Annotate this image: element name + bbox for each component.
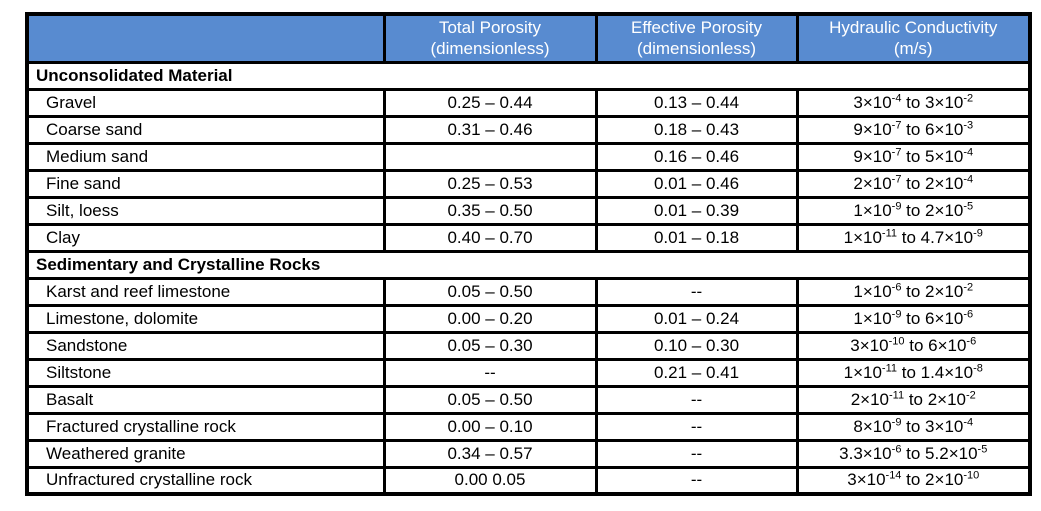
hydraulic-conductivity-value: 1×10-6 to 2×10-2 xyxy=(795,276,1032,307)
hydraulic-conductivity-value: 1×10-9 to 2×10-5 xyxy=(795,195,1032,226)
effective-porosity-value: 0.01 – 0.24 xyxy=(594,303,799,334)
material-name: Weathered granite xyxy=(25,438,386,469)
effective-porosity-value: 0.01 – 0.46 xyxy=(594,168,799,199)
material-name: Karst and reef limestone xyxy=(25,276,386,307)
material-name: Medium sand xyxy=(25,141,386,172)
material-name: Basalt xyxy=(25,384,386,415)
column-header-hydraulic-conductivity: Hydraulic Conductivity (m/s) xyxy=(795,12,1032,64)
total-porosity-value: 0.05 – 0.50 xyxy=(382,384,598,415)
section-title: Sedimentary and Crystalline Rocks xyxy=(25,249,1032,280)
section-header-sedimentary-crystalline-rocks: Sedimentary and Crystalline Rocks xyxy=(25,249,1032,280)
table-row-gravel: Gravel 0.25 – 0.44 0.13 – 0.44 3×10-4 to… xyxy=(25,87,1032,118)
effective-porosity-value: 0.01 – 0.39 xyxy=(594,195,799,226)
hydraulic-conductivity-value: 3×10-4 to 3×10-2 xyxy=(795,87,1032,118)
porosity-conductivity-table: Total Porosity (dimensionless) Effective… xyxy=(25,12,1032,496)
table-row-clay: Clay 0.40 – 0.70 0.01 – 0.18 1×10-11 to … xyxy=(25,222,1032,253)
table-row-weathered-granite: Weathered granite 0.34 – 0.57 -- 3.3×10-… xyxy=(25,438,1032,469)
porosity-conductivity-table-container: Total Porosity (dimensionless) Effective… xyxy=(25,12,1032,496)
table-row-coarse-sand: Coarse sand 0.31 – 0.46 0.18 – 0.43 9×10… xyxy=(25,114,1032,145)
effective-porosity-value: -- xyxy=(594,438,799,469)
effective-porosity-value: -- xyxy=(594,465,799,496)
total-porosity-value: 0.40 – 0.70 xyxy=(382,222,598,253)
table-row-siltstone: Siltstone -- 0.21 – 0.41 1×10-11 to 1.4×… xyxy=(25,357,1032,388)
table-header-row: Total Porosity (dimensionless) Effective… xyxy=(25,12,1032,64)
material-name: Siltstone xyxy=(25,357,386,388)
column-header-blank xyxy=(25,12,386,64)
section-header-unconsolidated-material: Unconsolidated Material xyxy=(25,60,1032,91)
material-name: Limestone, dolomite xyxy=(25,303,386,334)
table-row-limestone-dolomite: Limestone, dolomite 0.00 – 0.20 0.01 – 0… xyxy=(25,303,1032,334)
hydraulic-conductivity-value: 3.3×10-6 to 5.2×10-5 xyxy=(795,438,1032,469)
total-porosity-value: 0.25 – 0.44 xyxy=(382,87,598,118)
table-row-silt-loess: Silt, loess 0.35 – 0.50 0.01 – 0.39 1×10… xyxy=(25,195,1032,226)
effective-porosity-value: -- xyxy=(594,384,799,415)
material-name: Sandstone xyxy=(25,330,386,361)
hydraulic-conductivity-value: 8×10-9 to 3×10-4 xyxy=(795,411,1032,442)
hydraulic-conductivity-value: 2×10-11 to 2×10-2 xyxy=(795,384,1032,415)
column-header-line1: Hydraulic Conductivity xyxy=(829,18,998,37)
hydraulic-conductivity-value: 9×10-7 to 6×10-3 xyxy=(795,114,1032,145)
material-name: Unfractured crystalline rock xyxy=(25,465,386,496)
table-row-basalt: Basalt 0.05 – 0.50 -- 2×10-11 to 2×10-2 xyxy=(25,384,1032,415)
total-porosity-value: 0.34 – 0.57 xyxy=(382,438,598,469)
total-porosity-value: 0.00 0.05 xyxy=(382,465,598,496)
table-row-fractured-crystalline-rock: Fractured crystalline rock 0.00 – 0.10 -… xyxy=(25,411,1032,442)
hydraulic-conductivity-value: 1×10-9 to 6×10-6 xyxy=(795,303,1032,334)
total-porosity-value: -- xyxy=(382,357,598,388)
table-row-fine-sand: Fine sand 0.25 – 0.53 0.01 – 0.46 2×10-7… xyxy=(25,168,1032,199)
material-name: Gravel xyxy=(25,87,386,118)
total-porosity-value: 0.25 – 0.53 xyxy=(382,168,598,199)
effective-porosity-value: -- xyxy=(594,411,799,442)
total-porosity-value: 0.31 – 0.46 xyxy=(382,114,598,145)
effective-porosity-value: 0.10 – 0.30 xyxy=(594,330,799,361)
hydraulic-conductivity-value: 9×10-7 to 5×10-4 xyxy=(795,141,1032,172)
table-row-karst-reef-limestone: Karst and reef limestone 0.05 – 0.50 -- … xyxy=(25,276,1032,307)
section-title: Unconsolidated Material xyxy=(25,60,1032,91)
total-porosity-value: 0.00 – 0.10 xyxy=(382,411,598,442)
total-porosity-value: 0.05 – 0.30 xyxy=(382,330,598,361)
effective-porosity-value: 0.01 – 0.18 xyxy=(594,222,799,253)
table-row-sandstone: Sandstone 0.05 – 0.30 0.10 – 0.30 3×10-1… xyxy=(25,330,1032,361)
table-row-medium-sand: Medium sand 0.16 – 0.46 9×10-7 to 5×10-4 xyxy=(25,141,1032,172)
hydraulic-conductivity-value: 3×10-10 to 6×10-6 xyxy=(795,330,1032,361)
total-porosity-value: 0.05 – 0.50 xyxy=(382,276,598,307)
total-porosity-value xyxy=(382,141,598,172)
table-row-unfractured-crystalline-rock: Unfractured crystalline rock 0.00 0.05 -… xyxy=(25,465,1032,496)
effective-porosity-value: -- xyxy=(594,276,799,307)
hydraulic-conductivity-value: 1×10-11 to 4.7×10-9 xyxy=(795,222,1032,253)
effective-porosity-value: 0.16 – 0.46 xyxy=(594,141,799,172)
hydraulic-conductivity-value: 1×10-11 to 1.4×10-8 xyxy=(795,357,1032,388)
effective-porosity-value: 0.21 – 0.41 xyxy=(594,357,799,388)
material-name: Silt, loess xyxy=(25,195,386,226)
effective-porosity-value: 0.13 – 0.44 xyxy=(594,87,799,118)
effective-porosity-value: 0.18 – 0.43 xyxy=(594,114,799,145)
hydraulic-conductivity-value: 3×10-14 to 2×10-10 xyxy=(795,465,1032,496)
material-name: Clay xyxy=(25,222,386,253)
column-header-line2: (dimensionless) xyxy=(636,39,757,59)
material-name: Fine sand xyxy=(25,168,386,199)
column-header-total-porosity: Total Porosity (dimensionless) xyxy=(382,12,598,64)
total-porosity-value: 0.35 – 0.50 xyxy=(382,195,598,226)
column-header-line2: (dimensionless) xyxy=(430,39,550,59)
material-name: Coarse sand xyxy=(25,114,386,145)
column-header-effective-porosity: Effective Porosity (dimensionless) xyxy=(594,12,799,64)
total-porosity-value: 0.00 – 0.20 xyxy=(382,303,598,334)
column-header-line1: Effective Porosity xyxy=(630,18,763,37)
column-header-line2: (m/s) xyxy=(893,39,933,59)
column-header-line1: Total Porosity xyxy=(438,18,542,37)
material-name: Fractured crystalline rock xyxy=(25,411,386,442)
hydraulic-conductivity-value: 2×10-7 to 2×10-4 xyxy=(795,168,1032,199)
